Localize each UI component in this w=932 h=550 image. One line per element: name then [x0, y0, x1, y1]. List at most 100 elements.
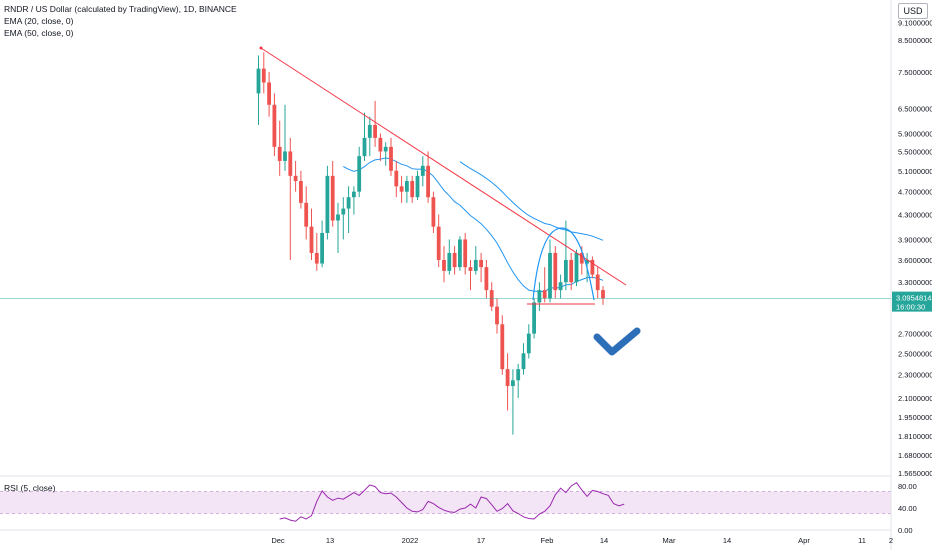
candle-body	[314, 252, 319, 264]
rsi-tick-label: 80.00	[898, 482, 917, 491]
rsi-path	[279, 482, 625, 522]
candle-body	[505, 369, 510, 387]
candle-body	[277, 146, 282, 161]
candle-body	[352, 191, 356, 198]
candle-body	[373, 124, 377, 138]
descending-trendline	[260, 47, 627, 286]
candle-body	[558, 282, 563, 291]
last-price-value: 3.0954814	[896, 294, 931, 303]
candle-body	[367, 124, 372, 138]
candle-body	[415, 175, 420, 198]
candle-body	[532, 302, 536, 334]
candle-body	[431, 197, 436, 227]
candle-body	[458, 239, 462, 268]
candle-body	[495, 306, 499, 325]
price-tick-label: 1.6800000	[898, 451, 932, 460]
candle-body	[463, 239, 468, 268]
candle-body	[309, 226, 314, 253]
candle-body	[564, 259, 568, 283]
candle-body	[521, 353, 526, 370]
price-tick-label: 5.9000000	[898, 129, 932, 138]
candle-body	[399, 186, 404, 192]
candle-body	[601, 290, 605, 299]
candle-body	[516, 369, 521, 381]
price-tick-label: 8.5000000	[898, 36, 932, 45]
time-tick-label: Mar	[663, 536, 676, 545]
candle-body	[256, 68, 261, 94]
rsi-legend[interactable]: RSI (5, close)	[4, 483, 56, 493]
candle-body	[436, 226, 441, 260]
rsi-band-fill	[0, 491, 891, 514]
time-tick-label: 2	[889, 536, 893, 545]
rsi-tick-label: 0.00	[898, 526, 913, 535]
ema-50-line	[459, 161, 604, 241]
price-tick-label: 2.3000000	[898, 371, 932, 380]
countdown-value: 16:00:30	[896, 303, 925, 312]
candle-body	[537, 290, 542, 303]
candle-body	[548, 252, 552, 299]
candle-body	[484, 267, 489, 291]
price-tick-label: 2.1000000	[898, 394, 932, 403]
candles	[256, 52, 605, 435]
candle-body	[579, 252, 584, 264]
last-price-badge	[892, 291, 932, 312]
price-tick-label: 6.5000000	[898, 105, 932, 114]
candle-body	[405, 181, 409, 192]
candle-body	[261, 68, 266, 83]
rsi-band	[0, 491, 891, 514]
time-tick-label: Dec	[271, 536, 285, 545]
head-arc	[532, 227, 595, 301]
candle-body	[585, 259, 589, 264]
candle-body	[283, 151, 287, 161]
rsi-line	[279, 482, 625, 522]
candle-body	[452, 252, 457, 268]
candle-body	[479, 259, 483, 268]
candle-body	[293, 175, 298, 182]
candle-body	[590, 259, 595, 275]
rsi-tick-label: 40.00	[898, 504, 917, 513]
candle-body	[341, 208, 346, 215]
ema-50-legend[interactable]: EMA (50, close, 0)	[4, 28, 74, 38]
candle-body	[357, 156, 362, 192]
price-tick-label: 2.7000000	[898, 330, 932, 339]
time-tick-label: 2022	[402, 536, 419, 545]
price-tick-label: 3.9000000	[898, 235, 932, 244]
candle-body	[442, 259, 446, 271]
price-tick-label: 1.9500000	[898, 413, 932, 422]
time-tick-label: Feb	[541, 536, 554, 545]
time-tick-label: 13	[326, 536, 334, 545]
candle-body	[569, 259, 574, 283]
candle-body	[336, 214, 340, 221]
price-axis[interactable]: 9.1000000 8.5000000 7.5000000 6.5000000 5.90…	[890, 0, 932, 550]
trendline-start-point	[259, 46, 263, 50]
ema-50-path	[459, 161, 604, 241]
candle-body	[272, 104, 277, 147]
candle-body	[473, 259, 478, 271]
candle-body	[410, 181, 415, 198]
price-tick-label: 4.7000000	[898, 188, 932, 197]
candle-body	[320, 232, 324, 264]
price-tick-label: 5.1000000	[898, 167, 932, 176]
time-tick-label: 14	[723, 536, 731, 545]
price-tick-label: 4.3000000	[898, 210, 932, 219]
candle-body	[447, 252, 452, 271]
candle-body	[542, 290, 547, 299]
price-tick-label: 1.5650000	[898, 469, 932, 478]
currency-selector[interactable]: USD	[898, 3, 928, 19]
time-tick-label: 17	[477, 536, 485, 545]
candle-body	[288, 151, 293, 176]
price-tick-label: 7.5000000	[898, 68, 932, 77]
price-tick-label: 3.3000000	[898, 278, 932, 287]
time-axis[interactable]: Dec 13 2022 17 Feb 14 Mar 14 Apr 11 2	[0, 529, 893, 545]
candle-body	[346, 197, 351, 209]
price-tick-label: 3.6000000	[898, 256, 932, 265]
price-tick-label: 9.1000000	[898, 19, 932, 28]
ema-20-legend[interactable]: EMA (20, close, 0)	[4, 16, 74, 26]
candle-body	[511, 380, 515, 387]
candle-body	[267, 82, 271, 105]
candle-body	[362, 137, 367, 157]
time-tick-label: 11	[858, 536, 866, 545]
candle-body	[574, 252, 579, 283]
